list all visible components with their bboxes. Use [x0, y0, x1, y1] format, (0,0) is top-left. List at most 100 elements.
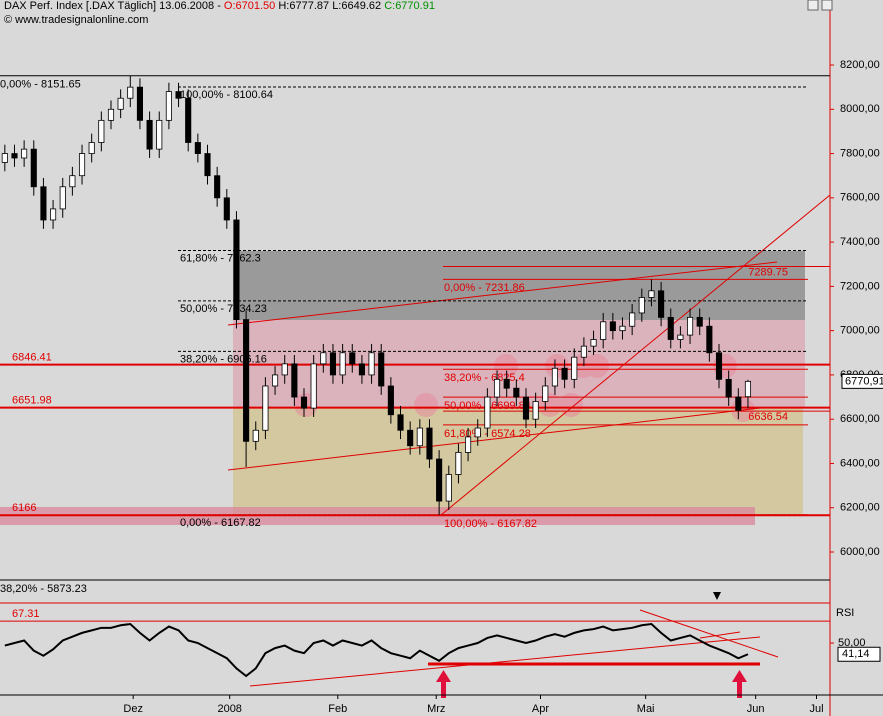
candle-body [629, 312, 636, 327]
candle-body [513, 387, 520, 398]
candle-body [175, 91, 182, 99]
candle-body [465, 436, 472, 453]
candle-body [223, 197, 230, 221]
candle-body [329, 352, 337, 376]
window-button[interactable] [807, 0, 819, 11]
low: L:6649.62 [332, 0, 381, 12]
candle-body [136, 86, 143, 121]
fib-label: 0,00% - 7231.86 [444, 282, 525, 294]
candle-body [59, 186, 66, 210]
candle-body [696, 316, 703, 327]
candle-body [580, 345, 587, 358]
level-label: 67.31 [12, 608, 40, 620]
candle-body [445, 474, 452, 502]
candle-body [127, 86, 134, 99]
candle-body [474, 427, 481, 438]
candle-body [117, 97, 124, 110]
candle-body [11, 153, 18, 159]
candle-body [706, 325, 713, 354]
level-label: 6636.54 [748, 411, 788, 423]
candle-body [436, 458, 443, 502]
candle-body [378, 352, 385, 387]
level-label: 6166 [12, 502, 36, 514]
close: C:6770.91 [384, 0, 435, 12]
zone-tan [233, 408, 803, 515]
zone-dark [233, 251, 805, 320]
candle-body [484, 396, 491, 429]
candle-body [146, 119, 153, 150]
candle-body [214, 175, 221, 199]
candle-body [426, 427, 433, 460]
candle-body [609, 321, 616, 332]
y-tick-label: 50,00 [838, 637, 866, 649]
candle-body [243, 319, 250, 442]
candle-body [619, 325, 626, 332]
price-tag-label: 6770,91 [845, 375, 883, 387]
candle-body [687, 316, 694, 336]
x-tick-label: 2008 [217, 703, 241, 715]
candle-body [194, 142, 201, 154]
level-label: 6846.41 [12, 352, 52, 364]
candle-body [590, 339, 597, 347]
candle-body [349, 352, 356, 365]
fib-label: 100,00% - 6167.82 [444, 518, 537, 530]
y-tick-label: 6400,00 [840, 457, 880, 469]
window-button[interactable] [821, 0, 833, 11]
open: O:6701.50 [224, 0, 275, 12]
y-tick-label: 7600,00 [840, 192, 880, 204]
fib-label: 38,20% - 6825.4 [444, 372, 525, 384]
x-tick-label: Dez [123, 703, 143, 715]
candle-body [493, 378, 501, 398]
y-tick-label: 6600,00 [840, 413, 880, 425]
candle-body [677, 334, 684, 340]
fib-label: 38,20% - 6906.16 [180, 353, 267, 365]
y-tick-label: 7000,00 [840, 325, 880, 337]
fib-label: 100,00% - 8100.64 [180, 89, 273, 101]
candle-body [648, 290, 655, 298]
candle-body [252, 429, 259, 442]
candle-body [725, 378, 732, 398]
candle-body [522, 396, 530, 420]
y-tick-label: 7800,00 [840, 147, 880, 159]
candle-body [272, 374, 279, 387]
candle-body [744, 380, 752, 398]
candle-body [204, 153, 211, 177]
value-tag [837, 646, 881, 662]
candle-body [88, 142, 95, 154]
candle-body [368, 352, 375, 376]
y-tick-label: 6200,00 [840, 502, 880, 514]
candle-body [185, 97, 192, 143]
candle-body [291, 363, 298, 398]
candle-body [667, 316, 674, 340]
candle-body [78, 153, 86, 177]
candle-body [40, 186, 47, 221]
source: © www.tradesignalonline.com [4, 14, 148, 26]
header-title: DAX Perf. Index [.DAX Täglich] 13.06.200… [4, 0, 435, 12]
candle-body [387, 385, 394, 416]
candle-body [156, 119, 163, 150]
candle-body [658, 290, 665, 318]
price-tag [841, 373, 883, 389]
fib-label: 61,80% - 7362.3 [180, 252, 261, 264]
candle-body [561, 367, 568, 380]
candle-body [98, 119, 105, 143]
arrows [436, 670, 747, 698]
x-tick-label: Jul [809, 703, 823, 715]
y-tick-label: 8000,00 [840, 103, 880, 115]
x-tick-label: Mai [637, 703, 655, 715]
y-tick-label: 6000,00 [840, 546, 880, 558]
x-tick-label: Apr [532, 703, 549, 715]
high: H:6777.87 [278, 0, 329, 12]
fib-label: 0,00% - 6167.82 [180, 517, 261, 529]
candle-body [600, 321, 607, 340]
candle-body [281, 363, 288, 376]
candle-body [50, 208, 57, 221]
candle-body [165, 91, 172, 121]
trend-lines [227, 194, 831, 687]
y-tick-label: 7400,00 [840, 236, 880, 248]
value-tag-label: 41,14 [842, 648, 870, 660]
candle-body [397, 414, 404, 431]
panel-name: RSI [836, 607, 854, 619]
